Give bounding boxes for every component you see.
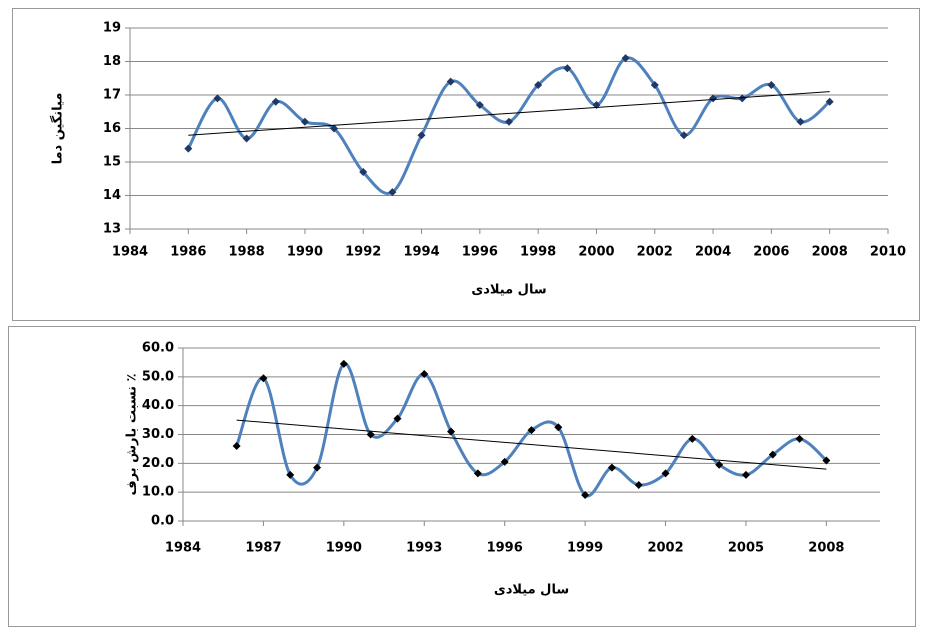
y-tick-label: 17 xyxy=(103,88,121,103)
data-point xyxy=(825,97,834,106)
data-point xyxy=(505,117,513,126)
x-tick-label: 2010 xyxy=(870,245,906,260)
data-point xyxy=(822,456,831,465)
chart-frame xyxy=(12,8,920,321)
x-tick-label: 1996 xyxy=(487,541,523,556)
data-point xyxy=(447,427,456,436)
data-point xyxy=(563,64,572,73)
data-point xyxy=(634,480,643,489)
y-tick-label: 0.0 xyxy=(151,514,174,529)
data-point xyxy=(184,144,193,153)
y-tick-label: 30.0 xyxy=(142,427,174,442)
data-point xyxy=(715,460,724,469)
data-point xyxy=(339,359,348,368)
data-point xyxy=(688,434,697,443)
data-point xyxy=(796,117,805,126)
x-tick-label: 1990 xyxy=(287,245,323,260)
data-point xyxy=(259,374,268,383)
y-tick-label: 60.0 xyxy=(142,341,174,356)
data-point xyxy=(621,54,630,63)
data-point xyxy=(271,97,280,106)
trendline xyxy=(236,419,827,470)
data-point xyxy=(650,80,659,89)
y-tick-label: 40.0 xyxy=(142,398,174,413)
data-point xyxy=(679,131,688,140)
data-point xyxy=(232,442,241,451)
data-point xyxy=(213,94,222,103)
y-tick-label: 10.0 xyxy=(142,485,174,500)
data-point xyxy=(242,134,251,143)
data-point xyxy=(420,369,429,378)
data-point xyxy=(417,131,426,140)
data-point xyxy=(446,77,455,86)
y-tick-label: 16 xyxy=(103,121,121,136)
data-point xyxy=(473,469,482,478)
x-tick-label: 1990 xyxy=(326,541,362,556)
data-point xyxy=(795,434,804,443)
data-point xyxy=(581,491,590,500)
x-tick-label: 1996 xyxy=(462,245,498,260)
x-tick-label: 1998 xyxy=(520,245,556,260)
x-axis-title: سال میلادی xyxy=(471,283,546,298)
y-tick-label: 50.0 xyxy=(142,369,174,384)
x-tick-label: 2006 xyxy=(753,245,789,260)
y-tick-label: 19 xyxy=(103,21,121,36)
x-tick-label: 1984 xyxy=(165,541,201,556)
x-tick-label: 2000 xyxy=(578,245,614,260)
x-tick-label: 2008 xyxy=(812,245,848,260)
data-point xyxy=(741,470,750,479)
y-axis-title: نسبت بارش برف ٪ xyxy=(125,373,140,495)
x-tick-label: 2002 xyxy=(637,245,673,260)
data-point xyxy=(738,94,747,103)
x-tick-label: 1993 xyxy=(406,541,442,556)
x-tick-label: 2008 xyxy=(808,541,844,556)
data-point xyxy=(313,463,322,472)
data-point xyxy=(359,168,368,177)
x-tick-label: 1994 xyxy=(403,245,439,260)
data-point xyxy=(393,414,402,423)
data-point xyxy=(709,94,718,103)
x-tick-label: 2004 xyxy=(695,245,731,260)
x-tick-label: 1984 xyxy=(112,245,148,260)
x-tick-label: 2002 xyxy=(647,541,683,556)
data-point xyxy=(366,430,375,439)
data-point xyxy=(330,124,339,133)
x-tick-label: 1988 xyxy=(229,245,265,260)
data-point xyxy=(768,450,777,459)
data-point xyxy=(500,457,509,466)
x-tick-label: 2005 xyxy=(728,541,764,556)
data-point xyxy=(767,80,776,89)
data-point xyxy=(607,463,616,472)
x-tick-label: 1992 xyxy=(345,245,381,260)
data-point xyxy=(388,188,397,197)
data-point xyxy=(554,423,563,432)
x-tick-label: 1986 xyxy=(170,245,206,260)
data-point xyxy=(475,101,484,110)
data-point xyxy=(534,80,543,89)
trendline xyxy=(188,91,830,136)
data-point xyxy=(661,469,670,478)
data-point xyxy=(300,117,309,126)
data-point xyxy=(286,470,295,479)
x-tick-label: 1987 xyxy=(245,541,281,556)
data-point xyxy=(527,426,536,435)
y-axis-title: میانگین دما xyxy=(50,93,66,165)
y-tick-label: 20.0 xyxy=(142,456,174,471)
y-tick-label: 13 xyxy=(103,222,121,237)
x-tick-label: 1999 xyxy=(567,541,603,556)
y-tick-label: 14 xyxy=(103,188,121,203)
y-tick-label: 15 xyxy=(103,155,121,170)
x-axis-title: سال میلادی xyxy=(494,583,569,598)
y-tick-label: 18 xyxy=(103,54,121,69)
